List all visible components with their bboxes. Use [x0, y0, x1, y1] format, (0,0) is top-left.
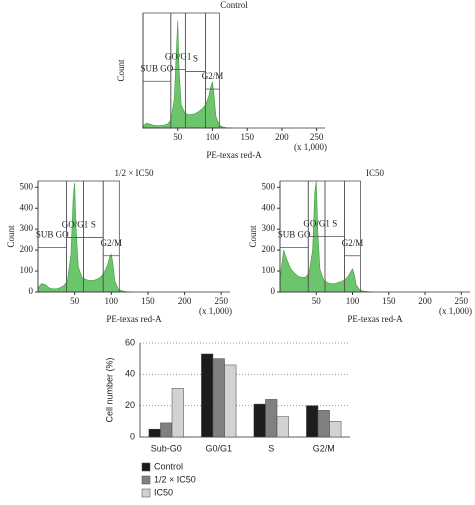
x-tick-label: 150: [382, 296, 396, 306]
bar: [253, 403, 266, 438]
x-tick-label: G0/G1: [205, 443, 232, 453]
y-tick-label: 20: [125, 400, 135, 410]
gate-label: S: [91, 220, 96, 230]
y-tick-label: 200: [20, 244, 34, 254]
bar: [171, 388, 184, 438]
x-tick-label: S: [268, 443, 274, 453]
y-tick-label: 0: [271, 286, 276, 296]
x-axis-label: PE-texas red-A: [206, 150, 262, 160]
x-tick-label: Sub-G0: [151, 443, 182, 453]
y-tick-label: 300: [262, 223, 276, 233]
x-tick-label: 150: [141, 296, 155, 306]
y-tick-label: 500: [20, 181, 34, 191]
gate-label: S: [193, 54, 198, 64]
x-tick-label: 250: [214, 296, 228, 306]
gate-label: G2/M: [342, 238, 364, 248]
legend-label: 1/2 × IC50: [154, 474, 196, 484]
y-axis-label: Count: [6, 225, 16, 248]
x-axis-label: PE-texas red-A: [106, 314, 162, 324]
bar: [201, 353, 214, 438]
gate-label: G2/M: [202, 71, 224, 81]
bar: [212, 358, 225, 438]
y-tick-label: 200: [262, 244, 276, 254]
x-axis-label: PE-texas red-A: [347, 314, 403, 324]
histogram-area: [279, 180, 375, 293]
gate-label: GO/G1: [303, 219, 330, 229]
gate-label: S: [332, 219, 337, 229]
x-tick-label: 50: [173, 132, 183, 142]
gate-label: SUB GO: [278, 230, 311, 240]
y-tick-label: 500: [262, 181, 276, 191]
x-tick-label: 150: [240, 132, 254, 142]
gate-label: GO/G1: [62, 220, 89, 230]
x-unit-note: (x 1,000): [439, 306, 472, 316]
gate: [83, 180, 104, 293]
bar: [317, 410, 330, 438]
panel-title: IC50: [366, 168, 385, 178]
panel-title: Control: [220, 0, 248, 10]
bar: [224, 364, 237, 438]
axes: [142, 13, 325, 129]
y-tick-label: 100: [20, 265, 34, 275]
y-tick-label: 400: [20, 202, 34, 212]
gate-label: G2/M: [101, 238, 123, 248]
x-tick-label: 100: [105, 296, 119, 306]
y-tick-label: 0: [130, 431, 135, 441]
legend-label: Control: [154, 461, 183, 471]
bar: [276, 416, 289, 438]
legend-swatch: [141, 488, 151, 498]
bar: [265, 399, 278, 438]
gate-label: GO/G1: [165, 52, 192, 62]
x-tick-label: G2/M: [313, 443, 335, 453]
y-tick-label: 60: [125, 337, 135, 347]
y-tick-label: 100: [262, 265, 276, 275]
y-axis-label: Count: [248, 225, 258, 248]
x-unit-note: (x 1,000): [199, 306, 232, 316]
bar: [160, 422, 173, 438]
histogram-area: [142, 20, 234, 129]
gate-label: SUB GO: [141, 63, 174, 73]
bar: [148, 428, 161, 438]
x-tick-label: 200: [418, 296, 432, 306]
legend-swatch: [141, 475, 151, 485]
x-tick-label: 50: [312, 296, 322, 306]
x-unit-note: (x 1,000): [294, 142, 327, 152]
x-tick-label: 100: [206, 132, 220, 142]
panel-title: 1/2 × IC50: [114, 168, 154, 178]
x-tick-label: 250: [455, 296, 469, 306]
x-tick-label: 200: [275, 132, 289, 142]
y-tick-label: 0: [29, 286, 34, 296]
x-tick-label: 200: [178, 296, 192, 306]
x-tick-label: 50: [70, 296, 80, 306]
x-tick-label: 250: [310, 132, 324, 142]
bar: [306, 405, 319, 438]
y-tick-label: 300: [20, 223, 34, 233]
bar: [329, 421, 342, 438]
y-axis-label: Cell number (%): [104, 357, 114, 422]
x-tick-label: 100: [346, 296, 360, 306]
y-axis-label: Count: [116, 59, 126, 82]
y-tick-label: 400: [262, 202, 276, 212]
histogram-area: [37, 183, 134, 293]
y-tick-label: 40: [125, 369, 135, 379]
gate-label: SUB GO: [36, 230, 69, 240]
legend-swatch: [141, 462, 151, 472]
legend-label: IC50: [154, 487, 173, 497]
